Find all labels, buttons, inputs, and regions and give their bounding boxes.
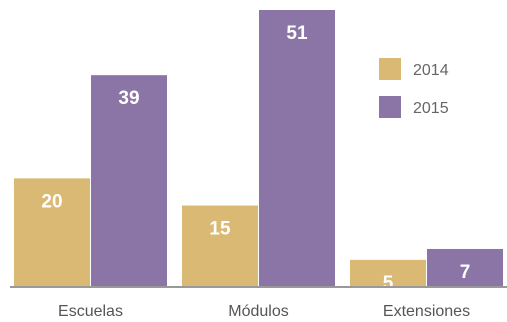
category-label-0: Escuelas (58, 303, 123, 320)
value-label-2015-1: 51 (286, 23, 308, 44)
legend-label-2015: 2015 (413, 100, 449, 117)
bar-2015-2 (427, 248, 503, 287)
legend-swatch-2015 (379, 96, 401, 118)
legend: 2014 2015 (379, 58, 449, 118)
value-label-2014-2: 5 (383, 273, 394, 294)
bar-2015-1 (259, 10, 335, 287)
legend-label-2014: 2014 (413, 62, 449, 79)
bar-2014-2 (350, 259, 426, 287)
legend-swatch-2014 (379, 58, 401, 80)
bar-2015-0 (91, 75, 167, 287)
value-label-2015-0: 39 (118, 88, 139, 109)
category-label-2: Extensiones (383, 303, 470, 320)
value-label-2014-1: 15 (209, 219, 231, 240)
value-label-2014-0: 20 (41, 191, 62, 212)
value-labels-group: 20 39 15 51 5 7 (41, 23, 470, 294)
bars-group (14, 10, 503, 287)
category-labels-group: Escuelas Módulos Extensiones (58, 303, 470, 320)
category-label-1: Módulos (228, 303, 288, 320)
bar-2014-1 (182, 205, 258, 287)
value-label-2015-2: 7 (460, 262, 471, 283)
bar-2014-0 (14, 178, 90, 287)
